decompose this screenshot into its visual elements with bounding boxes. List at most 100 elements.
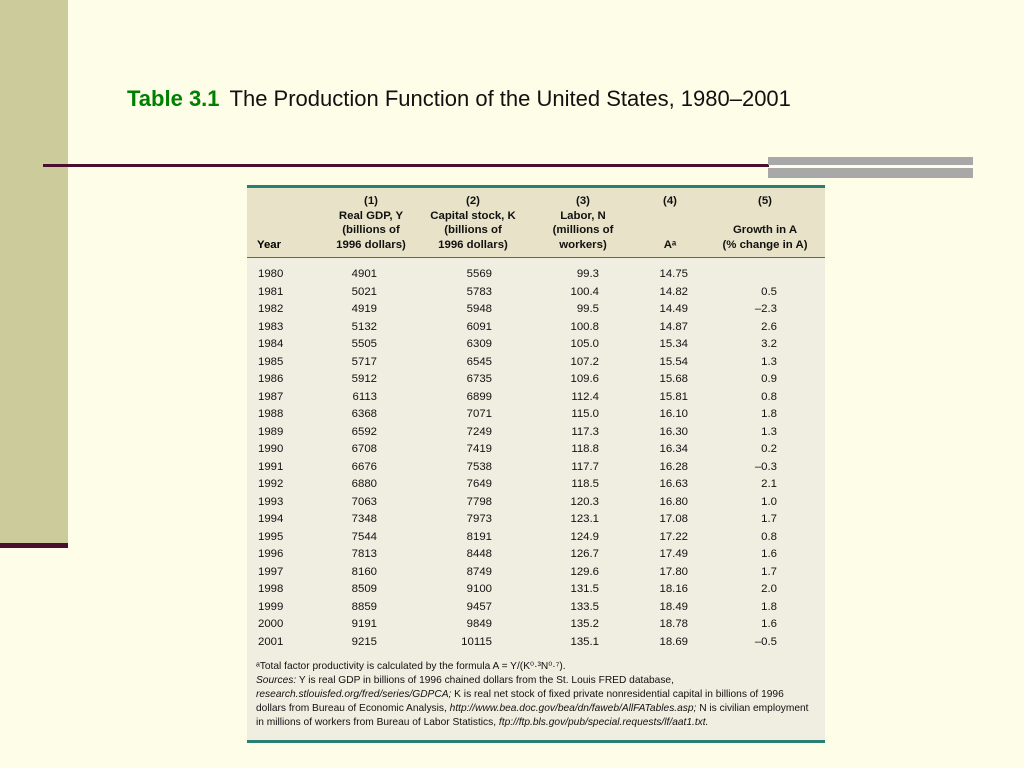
cell-tfp: 17.80 — [659, 565, 688, 578]
table-row: 1987 6113 6899 112.4 15.81 0.8 — [247, 390, 825, 408]
cell-capital-stock: 6545 — [466, 355, 492, 368]
cell-tfp: 17.49 — [659, 548, 688, 560]
cell-labor: 133.5 — [570, 600, 599, 613]
cell-tfp: 18.69 — [659, 635, 688, 648]
cell-real-gdp: 7544 — [351, 530, 377, 543]
cell-growth: 1.7 — [761, 513, 777, 525]
cell-tfp: 15.54 — [659, 355, 688, 368]
header-col2: (2) Capital stock, K (billions of 1996 doll… — [430, 195, 516, 251]
cell-year: 1992 — [258, 478, 284, 490]
cell-year: 1980 — [258, 268, 284, 280]
cell-capital-stock: 7798 — [466, 495, 492, 508]
table-row: 1981 5021 5783 100.4 14.82 0.5 — [247, 285, 825, 303]
left-accent-line — [0, 543, 68, 548]
cell-year: 1993 — [258, 495, 284, 508]
cell-tfp: 14.82 — [659, 285, 688, 298]
cell-tfp: 17.22 — [659, 530, 688, 543]
cell-labor: 117.7 — [571, 460, 599, 473]
table-row: 1995 7544 8191 124.9 17.22 0.8 — [247, 530, 825, 548]
cell-tfp: 16.80 — [659, 495, 688, 508]
cell-growth: 0.2 — [761, 443, 777, 455]
cell-real-gdp: 5717 — [351, 355, 377, 368]
cell-year: 1998 — [258, 583, 284, 595]
cell-growth: 2.1 — [761, 478, 777, 490]
table-row: 1994 7348 7973 123.1 17.08 1.7 — [247, 512, 825, 530]
cell-labor: 118.8 — [571, 443, 599, 455]
cell-capital-stock: 9457 — [466, 600, 492, 613]
cell-real-gdp: 9215 — [351, 635, 377, 648]
table-row: 1997 8160 8749 129.6 17.80 1.7 — [247, 565, 825, 583]
cell-real-gdp: 8509 — [351, 583, 377, 595]
cell-labor: 99.3 — [576, 268, 599, 280]
cell-year: 1985 — [258, 355, 284, 368]
cell-year: 1984 — [258, 338, 284, 350]
cell-year: 1991 — [258, 460, 284, 473]
cell-real-gdp: 5132 — [351, 320, 377, 333]
cell-real-gdp: 7063 — [351, 495, 377, 508]
sources-note: Sources: Y is real GDP in billions of 19… — [256, 675, 809, 728]
table-row: 1983 5132 6091 100.8 14.87 2.6 — [247, 320, 825, 338]
cell-capital-stock: 7538 — [466, 460, 492, 473]
cell-real-gdp: 6113 — [352, 390, 378, 403]
cell-growth: 3.2 — [761, 338, 777, 350]
cell-capital-stock: 7249 — [466, 425, 492, 438]
cell-labor: 135.1 — [570, 635, 599, 648]
data-table: Year (1) Real GDP, Y (billions of 1996 doll… — [247, 185, 825, 743]
cell-tfp: 16.28 — [659, 460, 688, 473]
table-row: 1990 6708 7419 118.8 16.34 0.2 — [247, 442, 825, 460]
table-title: The Production Function of the United St… — [229, 86, 791, 111]
cell-year: 1997 — [258, 565, 284, 578]
cell-year: 2000 — [258, 618, 284, 630]
footnote: ᵃTotal factor productivity is calculated… — [256, 661, 566, 672]
cell-capital-stock: 9100 — [466, 583, 492, 595]
cell-growth: 0.5 — [761, 285, 777, 298]
cell-real-gdp: 5912 — [351, 373, 377, 385]
cell-growth: 1.6 — [761, 618, 777, 630]
header-col3: (3) Labor, N (millions of workers) — [552, 195, 614, 251]
cell-labor: 131.5 — [570, 583, 599, 595]
cell-year: 1996 — [258, 548, 284, 560]
cell-tfp: 16.10 — [659, 408, 688, 420]
header-year: Year — [257, 239, 282, 251]
cell-year: 2001 — [258, 635, 284, 648]
cell-year: 1995 — [258, 530, 284, 543]
cell-labor: 112.4 — [571, 390, 599, 403]
cell-growth: 1.8 — [761, 408, 777, 420]
cell-real-gdp: 8160 — [351, 565, 377, 578]
cell-labor: 115.0 — [571, 408, 599, 420]
cell-tfp: 14.75 — [659, 268, 688, 280]
cell-year: 1988 — [258, 408, 284, 420]
cell-tfp: 16.34 — [659, 443, 688, 455]
cell-year: 1983 — [258, 320, 284, 333]
slide-title: Table 3.1 The Production Function of the … — [127, 86, 791, 112]
cell-growth: 1.3 — [761, 355, 777, 368]
cell-growth: 1.0 — [761, 495, 777, 508]
title-rule — [43, 164, 769, 167]
cell-real-gdp: 7813 — [351, 548, 377, 560]
table-row: 1988 6368 7071 115.0 16.10 1.8 — [247, 407, 825, 425]
cell-capital-stock: 6091 — [466, 320, 492, 333]
table-row: 1996 7813 8448 126.7 17.49 1.6 — [247, 547, 825, 565]
header-col1: (1) Real GDP, Y (billions of 1996 dollars) — [336, 195, 406, 251]
cell-growth: –2.3 — [754, 303, 777, 315]
cell-year: 1981 — [258, 285, 284, 298]
grey-accent-bar — [768, 157, 973, 165]
cell-capital-stock: 8448 — [466, 548, 492, 560]
cell-tfp: 18.16 — [659, 583, 688, 595]
cell-labor: 107.2 — [570, 355, 599, 368]
cell-tfp: 14.49 — [659, 303, 688, 315]
cell-real-gdp: 8859 — [351, 600, 377, 613]
cell-growth: –0.5 — [754, 635, 777, 648]
table-row: 1980 4901 5569 99.3 14.75 — [247, 267, 825, 285]
cell-labor: 118.5 — [571, 478, 599, 490]
cell-capital-stock: 10115 — [461, 635, 492, 648]
cell-growth: 2.6 — [761, 320, 777, 333]
cell-growth: 1.8 — [761, 600, 777, 613]
table-row: 1992 6880 7649 118.5 16.63 2.1 — [247, 477, 825, 495]
table-row: 1989 6592 7249 117.3 16.30 1.3 — [247, 425, 825, 443]
cell-tfp: 15.68 — [659, 373, 688, 385]
cell-capital-stock: 6899 — [466, 390, 492, 403]
cell-labor: 105.0 — [570, 338, 599, 350]
cell-tfp: 14.87 — [659, 320, 688, 333]
cell-labor: 135.2 — [570, 618, 599, 630]
